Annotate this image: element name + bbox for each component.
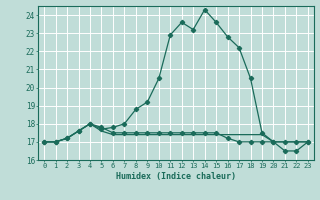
X-axis label: Humidex (Indice chaleur): Humidex (Indice chaleur)	[116, 172, 236, 181]
